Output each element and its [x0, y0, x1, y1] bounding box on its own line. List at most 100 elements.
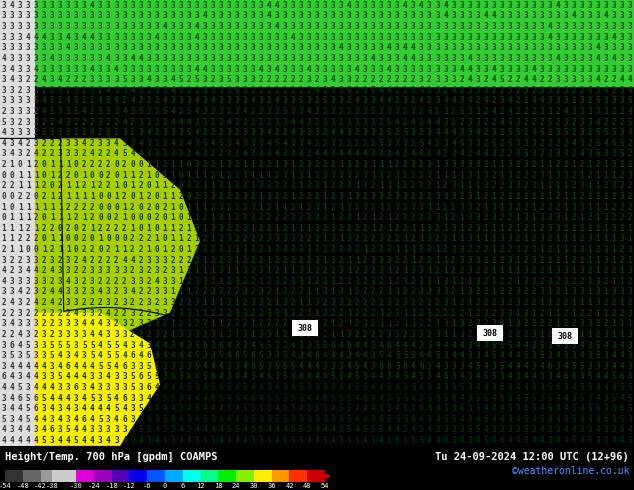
Text: 4: 4: [266, 1, 271, 10]
Text: 3: 3: [114, 372, 119, 381]
Text: 3: 3: [154, 256, 158, 265]
Text: 2: 2: [74, 118, 79, 126]
Text: 1: 1: [459, 224, 463, 233]
Text: 1: 1: [555, 234, 560, 244]
Text: 2: 2: [339, 256, 344, 265]
Text: 2: 2: [98, 149, 103, 158]
Text: 3: 3: [242, 266, 247, 275]
Text: 2: 2: [540, 266, 544, 275]
Text: 1: 1: [595, 309, 600, 318]
Text: 3: 3: [314, 341, 320, 349]
Text: 4: 4: [98, 330, 103, 339]
Text: 2: 2: [483, 213, 488, 222]
Text: 2: 2: [387, 192, 392, 201]
Text: 3: 3: [130, 341, 135, 349]
Text: 3: 3: [379, 171, 384, 180]
Text: 308: 308: [482, 329, 498, 338]
Text: 3: 3: [339, 33, 344, 42]
Text: 3: 3: [186, 33, 191, 42]
Text: 4: 4: [26, 362, 30, 371]
Text: 5: 5: [507, 341, 512, 349]
Text: 2: 2: [523, 319, 528, 328]
Text: 3: 3: [259, 266, 263, 275]
Text: 3: 3: [387, 107, 392, 116]
Text: 3: 3: [202, 54, 207, 63]
Text: 5: 5: [443, 393, 448, 403]
Text: 3: 3: [491, 128, 496, 137]
Text: 4: 4: [154, 404, 158, 413]
Text: 1: 1: [339, 234, 344, 244]
Text: 2: 2: [186, 234, 191, 244]
Text: 3: 3: [588, 65, 592, 74]
Text: 3: 3: [299, 415, 303, 424]
Text: 3: 3: [443, 404, 448, 413]
Text: 3: 3: [347, 22, 351, 31]
Text: 4: 4: [194, 97, 199, 105]
Text: 4: 4: [523, 362, 528, 371]
Text: 3: 3: [355, 118, 359, 126]
Text: 3: 3: [612, 22, 616, 31]
Text: 2: 2: [331, 192, 335, 201]
Text: 6: 6: [2, 372, 6, 381]
Text: 3: 3: [178, 393, 183, 403]
Text: 3: 3: [266, 192, 271, 201]
Text: 2: 2: [162, 149, 167, 158]
Text: 3: 3: [2, 1, 6, 10]
Text: 0: 0: [146, 181, 151, 190]
Text: 5: 5: [628, 404, 632, 413]
Text: 1: 1: [619, 277, 624, 286]
Text: 4: 4: [491, 404, 496, 413]
Text: 3: 3: [226, 128, 231, 137]
Text: 3: 3: [467, 86, 472, 95]
Text: 2: 2: [242, 319, 247, 328]
Text: 3: 3: [411, 11, 416, 21]
Text: 3: 3: [476, 224, 480, 233]
Text: 1: 1: [218, 160, 223, 169]
Text: 2: 2: [363, 234, 368, 244]
Text: 3: 3: [58, 22, 63, 31]
Text: 3: 3: [98, 1, 103, 10]
Text: 2: 2: [547, 234, 552, 244]
Text: 5: 5: [387, 436, 392, 445]
Text: 2: 2: [467, 224, 472, 233]
Text: 3: 3: [66, 383, 70, 392]
Text: 3: 3: [523, 86, 528, 95]
Text: 1: 1: [194, 309, 199, 318]
Text: 2: 2: [451, 118, 456, 126]
Text: 3: 3: [58, 54, 63, 63]
Text: 3: 3: [523, 11, 528, 21]
Text: 1: 1: [387, 160, 392, 169]
Text: 3: 3: [130, 43, 135, 52]
Text: 3: 3: [250, 298, 255, 307]
Text: 3: 3: [339, 97, 344, 105]
Text: 3: 3: [202, 86, 207, 95]
Text: 2: 2: [50, 319, 55, 328]
Text: 3: 3: [242, 1, 247, 10]
Text: 4: 4: [2, 128, 6, 137]
Text: 3: 3: [363, 11, 368, 21]
Text: 3: 3: [299, 341, 303, 349]
Text: 4: 4: [451, 86, 456, 95]
Text: 1: 1: [18, 202, 22, 212]
Text: 3: 3: [483, 22, 488, 31]
Text: 3: 3: [235, 22, 239, 31]
Text: 4: 4: [82, 425, 87, 435]
Text: 3: 3: [210, 65, 215, 74]
Text: 3: 3: [371, 436, 375, 445]
Text: 2: 2: [50, 330, 55, 339]
Text: 5: 5: [363, 383, 368, 392]
Text: 5: 5: [427, 107, 432, 116]
Text: 5: 5: [347, 425, 351, 435]
Text: 3: 3: [628, 11, 632, 21]
Text: 1: 1: [210, 266, 215, 275]
Text: 1: 1: [355, 256, 359, 265]
Text: 1: 1: [122, 213, 127, 222]
Text: 4: 4: [250, 97, 255, 105]
Text: 4: 4: [411, 43, 416, 52]
Text: 3: 3: [194, 160, 199, 169]
Text: 4: 4: [299, 362, 303, 371]
Text: 2: 2: [387, 309, 392, 318]
Text: 3: 3: [604, 22, 608, 31]
Text: 2: 2: [579, 256, 584, 265]
Text: 2: 2: [146, 202, 151, 212]
